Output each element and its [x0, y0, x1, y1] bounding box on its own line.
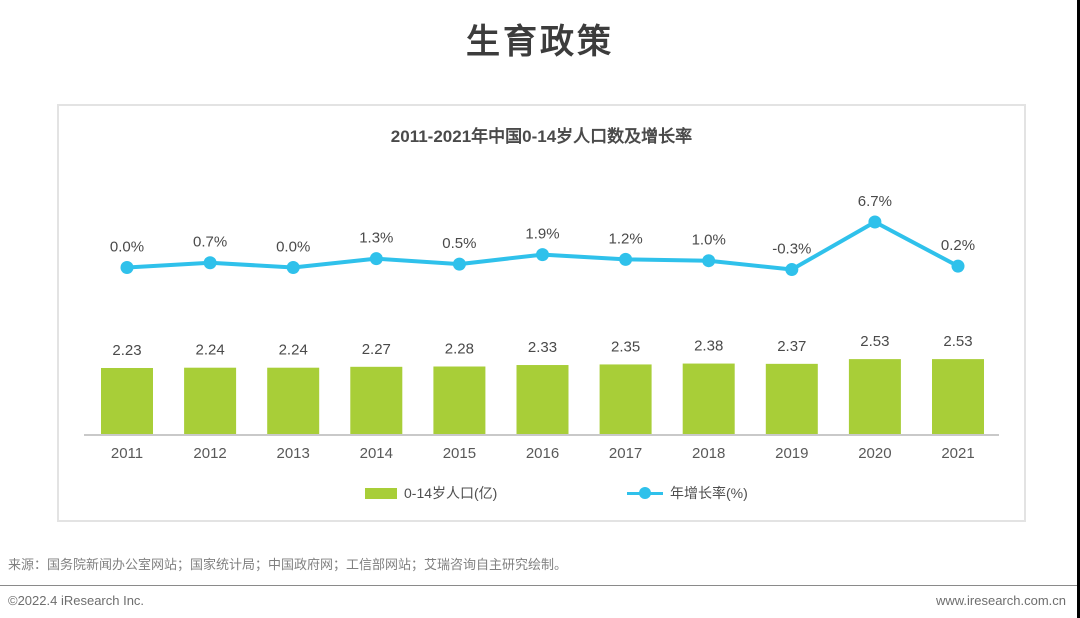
- source-note: 来源：国务院新闻办公室网站；国家统计局；中国政府网；工信部网站；艾瑞咨询自主研究…: [8, 557, 568, 572]
- bar-value-label-2019: 2.37: [777, 338, 806, 355]
- line-point-2016: [536, 248, 549, 262]
- line-point-2018: [702, 254, 716, 268]
- bar-value-label-2015: 2.28: [445, 341, 474, 358]
- x-tick-label-2016: 2016: [526, 445, 559, 462]
- website-url: www.iresearch.com.cn: [935, 593, 1066, 608]
- bar-2011: [101, 367, 153, 434]
- bar-legend-swatch-icon: [365, 487, 397, 499]
- x-tick-label-2018: 2018: [692, 445, 725, 462]
- x-tick-label-2021: 2021: [941, 445, 974, 462]
- chart-title: 2011-2021年中国0-14岁人口数及增长率: [390, 127, 693, 146]
- bar-2016: [516, 365, 569, 434]
- x-tick-label-2015: 2015: [443, 445, 476, 462]
- line-value-label-2020: 6.7%: [858, 193, 892, 210]
- footer-divider: [0, 585, 1080, 586]
- x-tick-label-2019: 2019: [775, 445, 808, 462]
- line-legend-swatch-icon: [627, 487, 663, 499]
- x-tick-label-2013: 2013: [277, 445, 310, 462]
- line-point-2021: [951, 259, 965, 273]
- bar-value-label-2013: 2.24: [279, 342, 308, 359]
- bar-value-label-2016: 2.33: [528, 339, 557, 356]
- bar-2017: [599, 364, 652, 434]
- legend-item-population: 0-14岁人口(亿): [365, 483, 497, 503]
- line-value-label-2019: -0.3%: [772, 241, 811, 258]
- bar-value-label-2012: 2.24: [195, 342, 224, 359]
- bar-2012: [184, 367, 237, 434]
- legend-label-population: 0-14岁人口(亿): [404, 485, 498, 501]
- legend-item-growth-rate: 年增长率(%): [627, 483, 748, 503]
- line-point-2011: [120, 261, 134, 274]
- combo-chart-canvas: 2.23 2011 2.24 2012 2.24 2013 2.27 2014 2.28 2015…: [84, 193, 999, 462]
- right-edge-strip: [1077, 0, 1080, 618]
- line-point-2014: [369, 252, 383, 266]
- bar-value-label-2017: 2.35: [611, 338, 640, 355]
- x-tick-label-2020: 2020: [858, 445, 891, 462]
- bar-2019: [765, 363, 818, 434]
- bar-value-label-2020: 2.53: [860, 333, 889, 350]
- x-tick-label-2011: 2011: [111, 445, 143, 462]
- copyright-text: ©2022.4 iResearch Inc.: [8, 593, 145, 608]
- x-tick-label-2014: 2014: [360, 445, 393, 462]
- line-value-label-2017: 1.2%: [608, 230, 642, 247]
- bar-2015: [433, 366, 486, 434]
- bar-2014: [350, 366, 403, 434]
- line-value-label-2012: 0.7%: [193, 234, 227, 251]
- line-value-label-2016: 1.9%: [525, 226, 559, 243]
- legend-label-growth-rate: 年增长率(%): [670, 485, 748, 501]
- line-point-2013: [286, 261, 300, 274]
- bar-2021: [932, 359, 984, 434]
- bar-value-label-2011: 2.23: [112, 342, 141, 359]
- bar-2020: [848, 359, 901, 434]
- line-point-2012: [203, 256, 217, 270]
- chart-panel: 2.23 2011 2.24 2012 2.24 2013 2.27 2014 2.28 2015…: [57, 104, 1026, 522]
- line-value-label-2011: 0.0%: [110, 239, 144, 256]
- page-title: 生育政策: [466, 23, 614, 61]
- line-value-label-2015: 0.5%: [442, 235, 476, 252]
- line-value-label-2018: 1.0%: [692, 232, 726, 249]
- x-tick-label-2012: 2012: [193, 445, 226, 462]
- line-point-2017: [619, 252, 633, 266]
- line-point-2019: [785, 263, 799, 277]
- bar-2013: [267, 367, 320, 434]
- line-value-label-2013: 0.0%: [276, 239, 310, 256]
- line-value-label-2021: 0.2%: [941, 237, 975, 254]
- bar-2018: [682, 363, 735, 434]
- line-legend-dot-icon: [639, 487, 651, 499]
- bar-value-label-2021: 2.53: [943, 333, 972, 350]
- bar-value-label-2014: 2.27: [362, 341, 391, 358]
- bar-value-label-2018: 2.38: [694, 338, 723, 355]
- x-tick-label-2017: 2017: [609, 445, 642, 462]
- line-point-2015: [452, 257, 466, 271]
- line-value-label-2014: 1.3%: [359, 230, 393, 247]
- line-point-2020: [868, 215, 882, 229]
